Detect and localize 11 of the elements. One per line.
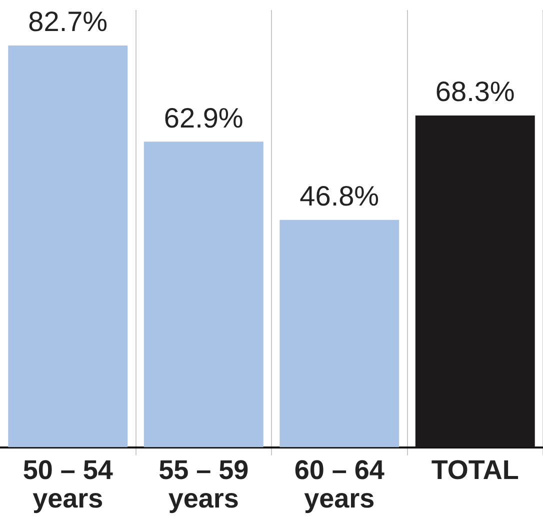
bar [144,142,264,448]
data-label: 62.9% [164,102,244,134]
bar [280,220,400,448]
x-tick-label: 60 – 64 years [294,454,384,514]
data-label: 68.3% [435,76,515,108]
x-tick-label: TOTAL [431,454,519,485]
x-tick-label: 50 – 54 years [22,454,113,514]
data-label: 82.7% [28,6,108,38]
bar [8,45,128,448]
x-tick-label: 55 – 59 years [158,454,249,514]
data-label: 46.8% [300,180,380,212]
